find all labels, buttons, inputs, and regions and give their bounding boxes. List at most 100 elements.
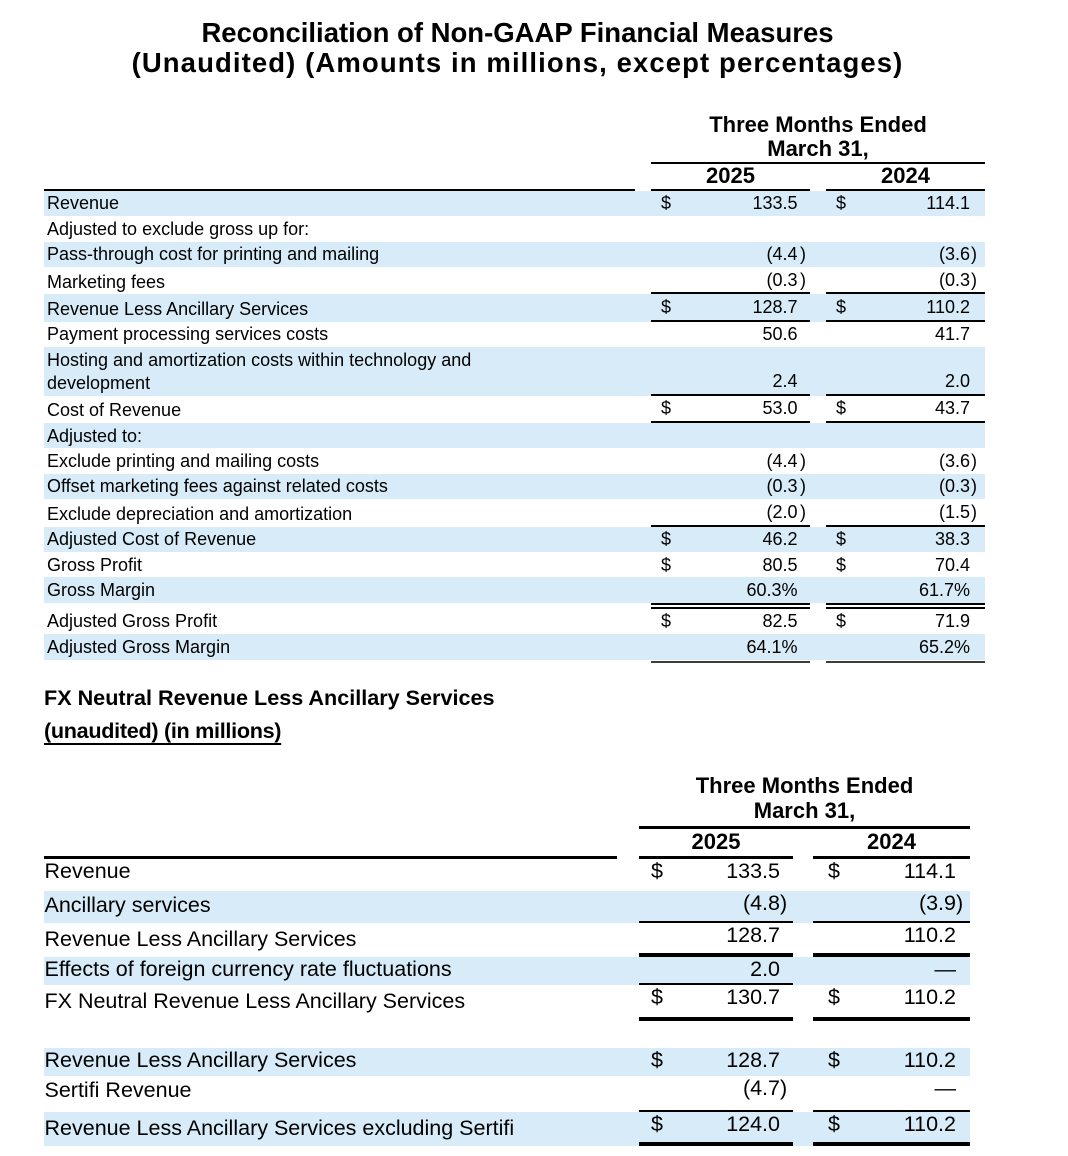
value-2025: 128.7 [680, 294, 800, 322]
value-suffix-2024 [956, 923, 971, 958]
column-gap [810, 190, 826, 217]
value-suffix-2024: ) [956, 891, 971, 924]
value-suffix-2025 [800, 577, 810, 603]
value-2025: (2.0 [680, 499, 800, 527]
value-suffix-2024 [956, 1112, 971, 1147]
column-gap [617, 957, 639, 986]
value-suffix-2025 [800, 294, 810, 322]
value-2025: (4.7 [667, 1076, 780, 1113]
row-label: Payment processing services costs [47, 324, 329, 345]
row-label: Gross Profit [47, 554, 143, 575]
column-gap [635, 609, 651, 634]
column-gap [810, 294, 826, 322]
row-label: Marketing fees [47, 271, 166, 292]
dollar-sign-2024 [826, 322, 855, 347]
dollar-sign-2025 [651, 499, 680, 527]
non-gaap-reconciliation-table: Three Months Ended March 31, 2025 2024 R… [44, 108, 986, 663]
dollar-sign-2025 [639, 1076, 667, 1113]
value-2024: 38.3 [855, 526, 971, 553]
value-2024: 114.1 [903, 859, 956, 884]
dollar-sign-2025 [639, 923, 667, 958]
column-gap [810, 216, 826, 241]
row-label: Sertifi Revenue [44, 1078, 192, 1103]
value-2025: (4.8 [667, 891, 780, 924]
value-2025: (4.4 [680, 241, 800, 268]
row-label: Revenue [44, 190, 635, 217]
dollar-sign-2025 [651, 216, 680, 241]
column-gap [810, 347, 826, 396]
table-row: Revenue Less Ancillary Services $128.7 $11… [44, 294, 986, 322]
column-gap [635, 396, 651, 423]
value-2024: 61.7% [855, 577, 971, 603]
column-gap [635, 294, 651, 322]
dollar-sign-2024 [813, 957, 841, 986]
table-row: Hosting and amortization costs within te… [44, 347, 986, 396]
value-2024: 110.2 [841, 1047, 956, 1077]
value-suffix-2024: ) [971, 267, 986, 295]
column-gap [617, 985, 639, 1021]
dollar-sign-2024 [813, 923, 841, 958]
value-suffix-2024: ) [971, 241, 986, 268]
value-2025: (0.3 [680, 267, 800, 295]
table-row: Effects of foreign currency rate fluctua… [44, 957, 971, 986]
table-row: Adjusted Gross Profit $82.5 $71.9 [44, 609, 985, 634]
fx-neutral-section-heading: FX Neutral Revenue Less Ancillary Servic… [44, 681, 985, 748]
document-title-line2: (Unaudited) (Amounts in millions, except… [131, 47, 904, 78]
column-gap [617, 923, 639, 957]
dollar-sign-2024: $ [828, 859, 840, 884]
value-2024: 2.0 [855, 347, 971, 396]
dollar-sign-2024: $ [826, 190, 855, 217]
dollar-sign-2025: $ [639, 1112, 667, 1147]
year-2024-header: 2024 [826, 164, 986, 191]
value-2024: 70.4 [934, 554, 970, 575]
value-suffix-2025 [800, 609, 810, 634]
final-rule-row [44, 660, 986, 663]
column-gap [810, 448, 826, 473]
value-2025: (4.4 [766, 450, 798, 471]
dollar-sign-2024 [826, 267, 855, 295]
value-suffix-2025 [800, 526, 810, 553]
table-row: Revenue Less Ancillary Services $128.7 $11… [44, 1047, 971, 1077]
table-row: Revenue $133.5 $114.1 [44, 859, 970, 891]
rule-2024 [855, 660, 971, 663]
rule-spacer-cell [810, 660, 826, 663]
value-2024: (3.9 [841, 891, 956, 924]
table-row: Ancillary services (4.8) (3.9) [44, 891, 971, 924]
dollar-sign-2024 [813, 891, 841, 924]
value-suffix-2025 [780, 1047, 793, 1077]
dollar-sign-2025: $ [651, 526, 680, 553]
column-gap [793, 923, 813, 957]
value-suffix-2025 [800, 347, 810, 396]
table-row: Payment processing services costs 50.6 41.… [44, 322, 985, 347]
value-suffix-2024 [971, 552, 985, 577]
table-header: Three Months Ended March 31, 2025 2024 [44, 108, 986, 191]
dollar-sign-2024: $ [813, 1112, 841, 1147]
dollar-sign-2024 [826, 347, 855, 396]
spacer-cell [780, 1021, 793, 1048]
value-2024: 110.2 [841, 923, 956, 958]
dollar-sign-2024: $ [836, 554, 847, 575]
dollar-sign-2024 [813, 1076, 841, 1113]
column-gap [810, 577, 826, 603]
dollar-sign-2025: $ [651, 396, 680, 424]
table-row: Adjusted Gross Margin 64.1% 65.2% [44, 634, 986, 660]
value-suffix-2025 [780, 859, 793, 891]
column-gap [793, 957, 813, 986]
value-suffix-2025 [800, 396, 810, 424]
value-suffix-2024 [971, 634, 986, 660]
value-2025: 133.5 [726, 859, 780, 884]
table-row: Revenue $133.5 $114.1 [44, 190, 986, 217]
value-2025: 53.0 [680, 396, 800, 424]
row-label: Revenue Less Ancillary Services [44, 927, 357, 952]
column-gap [793, 985, 813, 1021]
table-row: Gross Margin 60.3% 61.7% [44, 577, 986, 603]
row-label: Revenue Less Ancillary Services [44, 294, 635, 322]
rule-2025 [651, 602, 680, 609]
rule-2025 [680, 660, 800, 663]
value-2024: (0.3 [855, 267, 971, 295]
row-label: Adjusted Cost of Revenue [44, 526, 635, 553]
value-suffix-2025 [800, 190, 810, 217]
dollar-sign-2025: $ [639, 985, 667, 1022]
year-header-row: 2025 2024 [44, 164, 986, 191]
column-gap [635, 241, 651, 268]
